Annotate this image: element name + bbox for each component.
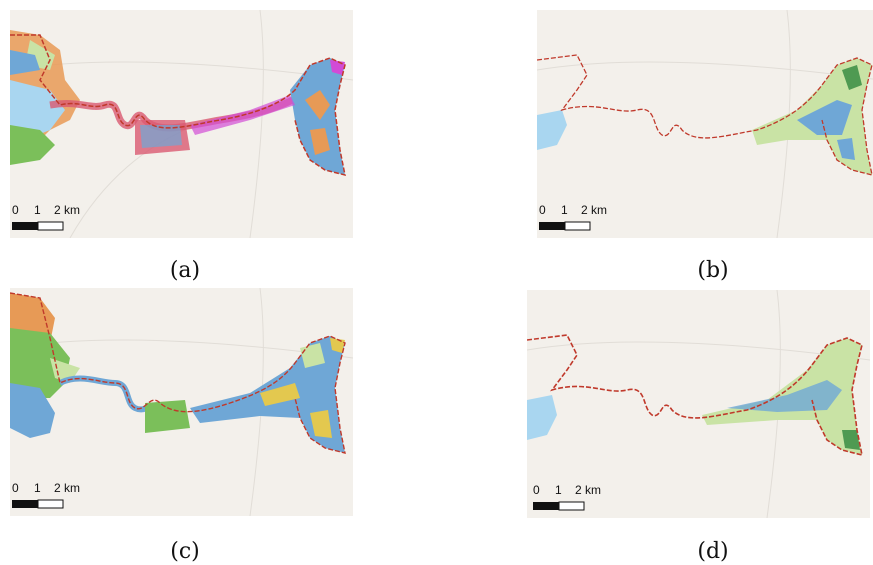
scale-bar: 0 1 2 km: [533, 483, 601, 511]
caption-c: (c): [170, 539, 200, 564]
scale-label-1: 1: [561, 203, 568, 217]
scale-bar: 0 1 2 km: [12, 481, 80, 509]
scale-label-2km: 2 km: [54, 481, 80, 495]
scale-label-1: 1: [555, 483, 562, 497]
caption-b: (b): [697, 258, 729, 283]
scale-bar: 0 1 2 km: [539, 203, 607, 231]
scale-label-0: 0: [12, 481, 19, 495]
map-panel-b: 0 1 2 km: [537, 10, 873, 238]
caption-a: (a): [169, 258, 201, 283]
scale-label-0: 0: [12, 203, 19, 217]
map-panel-c: 0 1 2 km: [10, 288, 353, 516]
scale-label-0: 0: [533, 483, 540, 497]
caption-d: (d): [697, 539, 729, 564]
scale-label-2km: 2 km: [54, 203, 80, 217]
scale-label-1: 1: [34, 203, 41, 217]
scale-bar: 0 1 2 km: [12, 203, 80, 231]
map-panel-a: 0 1 2 km: [10, 10, 353, 238]
map-panel-d: 0 1 2 km: [527, 290, 870, 518]
scale-label-1: 1: [34, 481, 41, 495]
scale-label-2km: 2 km: [581, 203, 607, 217]
scale-label-0: 0: [539, 203, 546, 217]
scale-label-2km: 2 km: [575, 483, 601, 497]
